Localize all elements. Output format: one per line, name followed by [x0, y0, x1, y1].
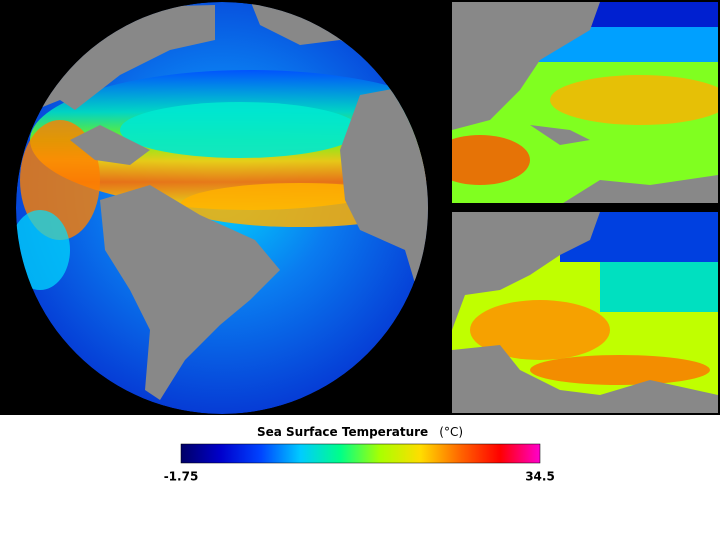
colorbar-title: Sea Surface Temperature (°C) — [257, 422, 463, 441]
inset-coarse — [452, 2, 718, 203]
land-south-america — [100, 185, 280, 400]
colorbar-max-label: 34.5 — [525, 470, 555, 484]
colorbar-title-text: Sea Surface Temperature — [257, 425, 428, 439]
colorbar-min-label: -1.75 — [164, 470, 199, 484]
colorbar-unit: (°C) — [439, 425, 463, 439]
colorbar — [180, 443, 541, 464]
land-central-america — [70, 125, 150, 165]
land-africa — [340, 80, 428, 414]
inset-fine — [452, 212, 718, 413]
